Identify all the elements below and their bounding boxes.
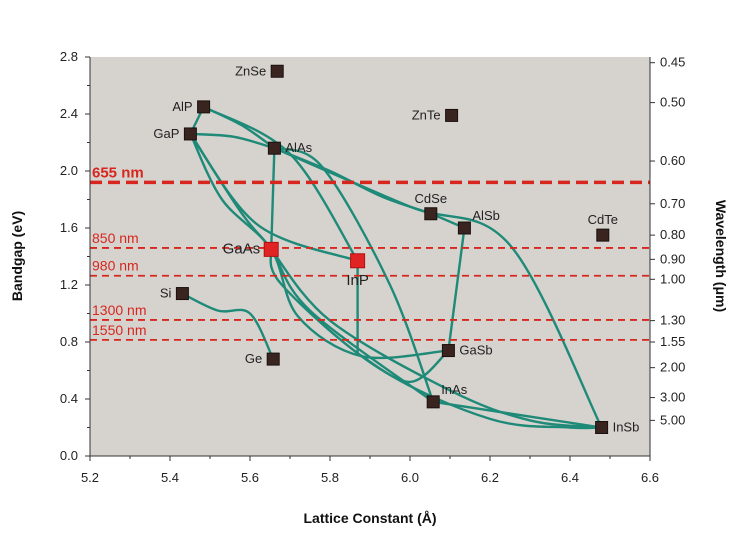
point-znte: [445, 108, 459, 122]
wavelength-lines-layer: 655 nm 850 nm 980 nm 1300 nm 1550 nm: [90, 164, 650, 341]
wavelength-label-3: 1300 nm: [92, 302, 146, 318]
y2-axis-title: Wavelength (μm): [713, 200, 729, 312]
point-label-alsb: AlSb: [472, 208, 499, 223]
point-label-insb: InSb: [613, 420, 640, 435]
point-label-alas: AlAs: [285, 140, 312, 155]
y2-tick-label-4: 0.80: [660, 227, 685, 242]
y-tick-label-6: 2.4: [60, 106, 78, 121]
x-tick-label-3: 5.8: [321, 470, 339, 485]
point-label-znte: ZnTe: [412, 107, 441, 122]
y2-tick-label-5: 0.90: [660, 251, 685, 266]
alloy-curve-15: [270, 248, 602, 429]
axes-layer: 5.2 5.4 5.6 5.8 6.0 6.2 6.4 6.6 0.0 0.4 0.8 1.2 1.6 2…: [60, 49, 685, 485]
y2-tick-label-11: 5.00: [660, 412, 685, 427]
alloy-curve-3: [190, 132, 275, 150]
x-tick-label-2: 5.6: [241, 470, 259, 485]
point-gasb: [441, 344, 455, 358]
wavelength-label-4: 1550 nm: [92, 322, 146, 338]
y2-tick-label-1: 0.50: [660, 95, 685, 110]
x-tick-label-1: 5.4: [161, 470, 179, 485]
y2-tick-label-2: 0.60: [660, 153, 685, 168]
wavelength-label-1: 850 nm: [92, 230, 139, 246]
plot-background: [90, 57, 650, 456]
y2-tick-label-3: 0.70: [660, 196, 685, 211]
alloy-curve-13: [447, 227, 466, 351]
alloy-curve-17: [181, 292, 275, 360]
point-label-inas: InAs: [441, 382, 468, 397]
point-gap: [183, 127, 197, 141]
point-inas: [426, 395, 440, 409]
alloy-curve-16: [269, 249, 602, 430]
point-si: [175, 287, 189, 301]
alloy-curve-10: [273, 147, 603, 429]
y-tick-label-5: 2.0: [60, 163, 78, 178]
point-gaas: [263, 241, 279, 257]
y-tick-label-3: 1.2: [60, 277, 78, 292]
wavelength-label-2: 980 nm: [92, 258, 139, 274]
point-alp: [197, 100, 211, 114]
point-znse: [270, 64, 284, 78]
point-label-gasb: GaSb: [459, 343, 492, 358]
y2-tick-label-8: 1.55: [660, 334, 685, 349]
point-label-alp: AlP: [172, 99, 192, 114]
wavelength-label-0: 655 nm: [92, 164, 144, 181]
y-axis-title: Bandgap (eV): [9, 211, 25, 301]
alloy-curve-14: [433, 400, 602, 429]
point-label-gap: GaP: [153, 126, 179, 141]
point-inp: [350, 253, 366, 269]
x-tick-label-7: 6.6: [641, 470, 659, 485]
y-tick-label-1: 0.4: [60, 391, 78, 406]
point-alas: [267, 141, 281, 155]
x-tick-label-5: 6.2: [481, 470, 499, 485]
point-label-si: Si: [160, 286, 172, 301]
y-tick-label-7: 2.8: [60, 49, 78, 64]
y2-tick-label-7: 1.30: [660, 313, 685, 328]
point-label-cdte: CdTe: [588, 212, 618, 227]
point-ge: [266, 352, 280, 366]
points-layer: ZnSe AlP GaP AlAs ZnTe CdSe AlSb CdTe GaAs InP Si G…: [153, 63, 639, 434]
x-tick-label-0: 5.2: [81, 470, 99, 485]
y2-tick-label-10: 3.00: [660, 390, 685, 405]
y2-tick-label-6: 1.00: [660, 271, 685, 286]
x-axis-title: Lattice Constant (Å): [304, 510, 437, 526]
x-tick-label-4: 6.0: [401, 470, 419, 485]
point-label-inp: InP: [346, 272, 369, 289]
alloy-curve-7: [270, 148, 276, 250]
point-cdte: [596, 228, 610, 242]
point-label-cdse: CdSe: [415, 191, 448, 206]
y-tick-label-0: 0.0: [60, 448, 78, 463]
point-cdse: [424, 207, 438, 221]
y-tick-label-4: 1.6: [60, 220, 78, 235]
point-label-gaas: GaAs: [223, 240, 261, 257]
point-label-znse: ZnSe: [235, 63, 266, 78]
point-insb: [595, 421, 609, 434]
point-label-ge: Ge: [245, 351, 262, 366]
y2-tick-label-0: 0.45: [660, 55, 685, 70]
point-alsb: [457, 221, 471, 235]
y2-tick-label-9: 2.00: [660, 360, 685, 375]
x-tick-label-6: 6.4: [561, 470, 579, 485]
y-tick-label-2: 0.8: [60, 334, 78, 349]
alloy-curve-8: [273, 147, 435, 403]
